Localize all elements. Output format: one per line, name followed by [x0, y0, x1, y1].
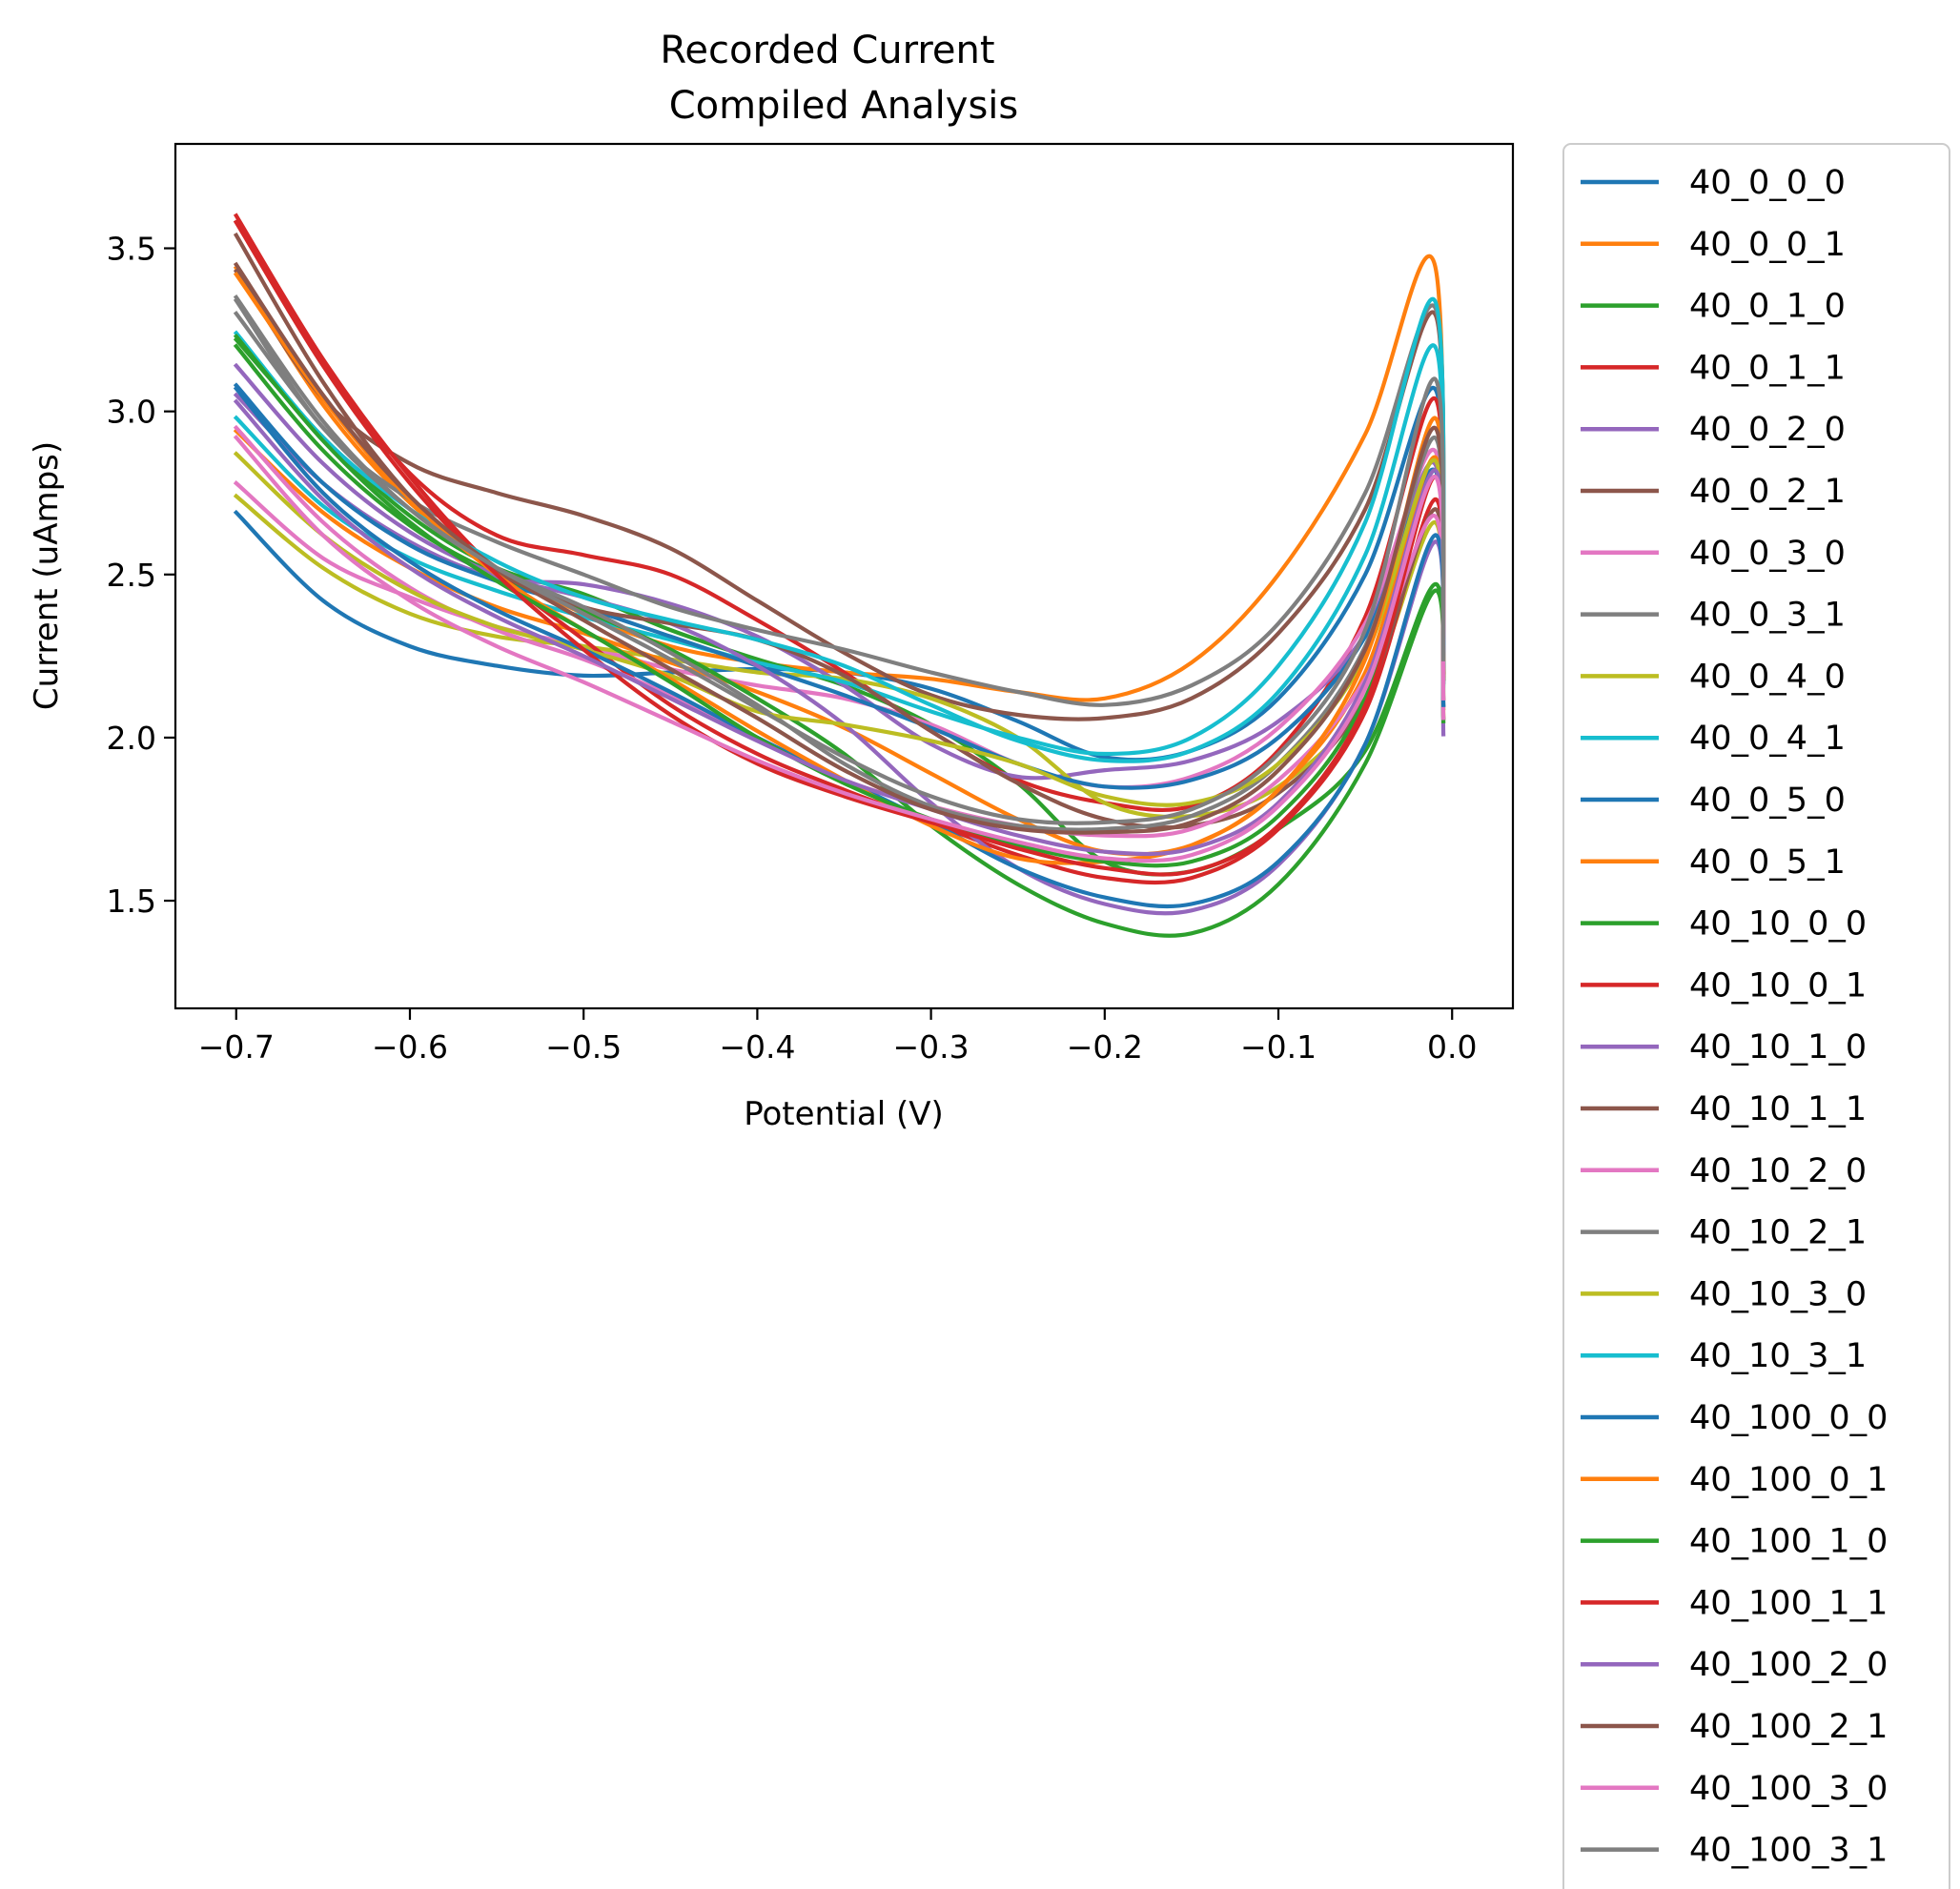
legend-label: 40_0_4_1	[1689, 720, 1846, 758]
legend-label: 40_10_3_1	[1689, 1337, 1867, 1375]
plot-frame	[174, 142, 1515, 1010]
series-line-40_100_3_0	[233, 435, 1446, 863]
series-line-40_0_4_1	[233, 296, 1446, 757]
series-line-40_0_0_0	[233, 386, 1446, 762]
legend-label: 40_10_2_0	[1689, 1152, 1867, 1190]
legend-label: 40_100_2_1	[1689, 1708, 1888, 1746]
legend-label: 40_10_1_1	[1689, 1090, 1867, 1128]
y-tick-label: 2.5	[107, 557, 156, 594]
chart-title: Recorded Current	[660, 29, 994, 72]
x-tick-label: −0.2	[1067, 1028, 1143, 1066]
legend-label: 40_100_0_0	[1689, 1399, 1888, 1437]
y-axis-label: Current (uAmps)	[28, 441, 66, 710]
x-tick-label: −0.3	[893, 1028, 970, 1066]
legend-label: 40_0_3_1	[1689, 597, 1846, 635]
legend-label: 40_10_2_1	[1689, 1214, 1867, 1252]
series-line-40_100_2_1	[233, 261, 1446, 835]
legend-label: 40_0_0_0	[1689, 164, 1846, 202]
x-axis-ticks: −0.7 −0.6 −0.5 −0.4 −0.3 −0.2 −0.1 0.0	[198, 1008, 1477, 1066]
x-tick-label: −0.7	[198, 1028, 275, 1066]
x-tick-label: 0.0	[1427, 1028, 1477, 1066]
legend-label: 40_0_2_0	[1689, 411, 1846, 449]
legend-label: 40_100_3_0	[1689, 1770, 1888, 1808]
x-tick-label: −0.4	[719, 1028, 795, 1066]
legend-label: 40_100_1_0	[1689, 1523, 1888, 1561]
legend-label: 40_0_4_0	[1689, 658, 1846, 696]
y-tick-label: 1.5	[107, 883, 156, 920]
x-tick-label: −0.1	[1240, 1028, 1317, 1066]
legend: 40_0_0_0 40_0_0_1 40_0_1_0 40_0_1_1 40_0_2_0…	[1562, 143, 1950, 1889]
legend-label: 40_10_1_0	[1689, 1028, 1867, 1066]
legend-label: 40_100_3_1	[1689, 1832, 1888, 1870]
y-tick-label: 3.0	[107, 394, 156, 431]
legend-label: 40_0_5_1	[1689, 843, 1846, 882]
legend-label: 40_100_1_1	[1689, 1584, 1888, 1622]
series-line-40_100_1_1	[233, 219, 1446, 877]
x-axis-label: Potential (V)	[744, 1095, 944, 1133]
series-layer	[233, 213, 1446, 938]
legend-label: 40_10_0_1	[1689, 966, 1867, 1005]
y-axis-ticks: 1.5 2.0 2.5 3.0 3.5	[107, 231, 175, 920]
legend-label: 40_100_0_1	[1689, 1461, 1888, 1499]
legend-label: 40_10_3_0	[1689, 1275, 1867, 1313]
legend-label: 40_0_3_0	[1689, 535, 1846, 573]
y-tick-label: 3.5	[107, 231, 156, 268]
legend-label: 40_0_1_1	[1689, 349, 1846, 387]
x-tick-label: −0.5	[545, 1028, 622, 1066]
legend-label: 40_0_2_1	[1689, 473, 1846, 511]
x-tick-label: −0.6	[372, 1028, 448, 1066]
legend-label: 40_0_0_1	[1689, 226, 1846, 264]
title-group: Recorded Current Compiled Analysis	[660, 29, 1018, 128]
chart-subtitle: Compiled Analysis	[669, 84, 1019, 128]
legend-label: 40_0_5_0	[1689, 782, 1846, 820]
series-line-40_0_5_0	[233, 382, 1446, 790]
legend-label: 40_10_0_0	[1689, 905, 1867, 944]
legend-frame	[1562, 143, 1950, 1889]
legend-label: 40_0_1_0	[1689, 288, 1846, 326]
series-line-40_0_2_1	[233, 268, 1446, 721]
y-tick-label: 2.0	[107, 720, 156, 757]
series-line-40_100_3_1	[233, 311, 1446, 825]
legend-label: 40_100_2_0	[1689, 1646, 1888, 1684]
